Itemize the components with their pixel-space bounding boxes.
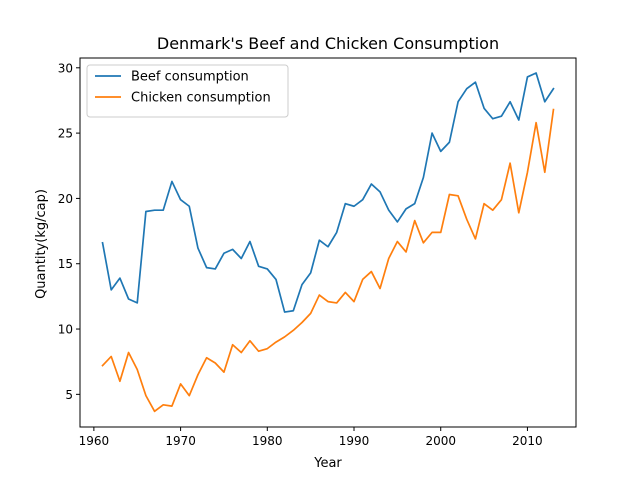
y-tick-label: 15	[58, 257, 73, 271]
y-tick-label: 5	[65, 388, 73, 402]
plot-background	[80, 58, 576, 427]
chart-legend: Beef consumption Chicken consumption	[86, 64, 289, 118]
legend-label-0: Beef consumption	[131, 70, 249, 85]
chart-title: Denmark's Beef and Chicken Consumption	[157, 34, 499, 53]
y-tick-label: 10	[58, 323, 73, 337]
plot-frame	[79, 57, 577, 428]
x-axis-ticks: 1960 1970 1980 1990 2000 2010	[79, 427, 543, 448]
x-tick-label: 1960	[79, 434, 110, 448]
x-tick-label: 2010	[512, 434, 543, 448]
x-tick-label: 1990	[339, 434, 370, 448]
y-tick-label: 25	[58, 127, 73, 141]
legend-label-1: Chicken consumption	[131, 91, 271, 106]
y-tick-label: 20	[58, 192, 73, 206]
y-axis-label: Quantity(kg/cap)	[34, 189, 49, 299]
series-line-1	[101, 108, 555, 413]
x-tick-label: 1970	[165, 434, 196, 448]
x-axis-label: Year	[313, 456, 342, 471]
legend-box	[86, 64, 289, 118]
x-tick-label: 1980	[252, 434, 283, 448]
plot-area	[79, 57, 577, 428]
y-axis-ticks: 5 10 15 20 25 30	[58, 61, 80, 402]
y-tick-label: 30	[58, 61, 73, 75]
x-tick-label: 2000	[425, 434, 456, 448]
series-line-0	[101, 72, 555, 313]
